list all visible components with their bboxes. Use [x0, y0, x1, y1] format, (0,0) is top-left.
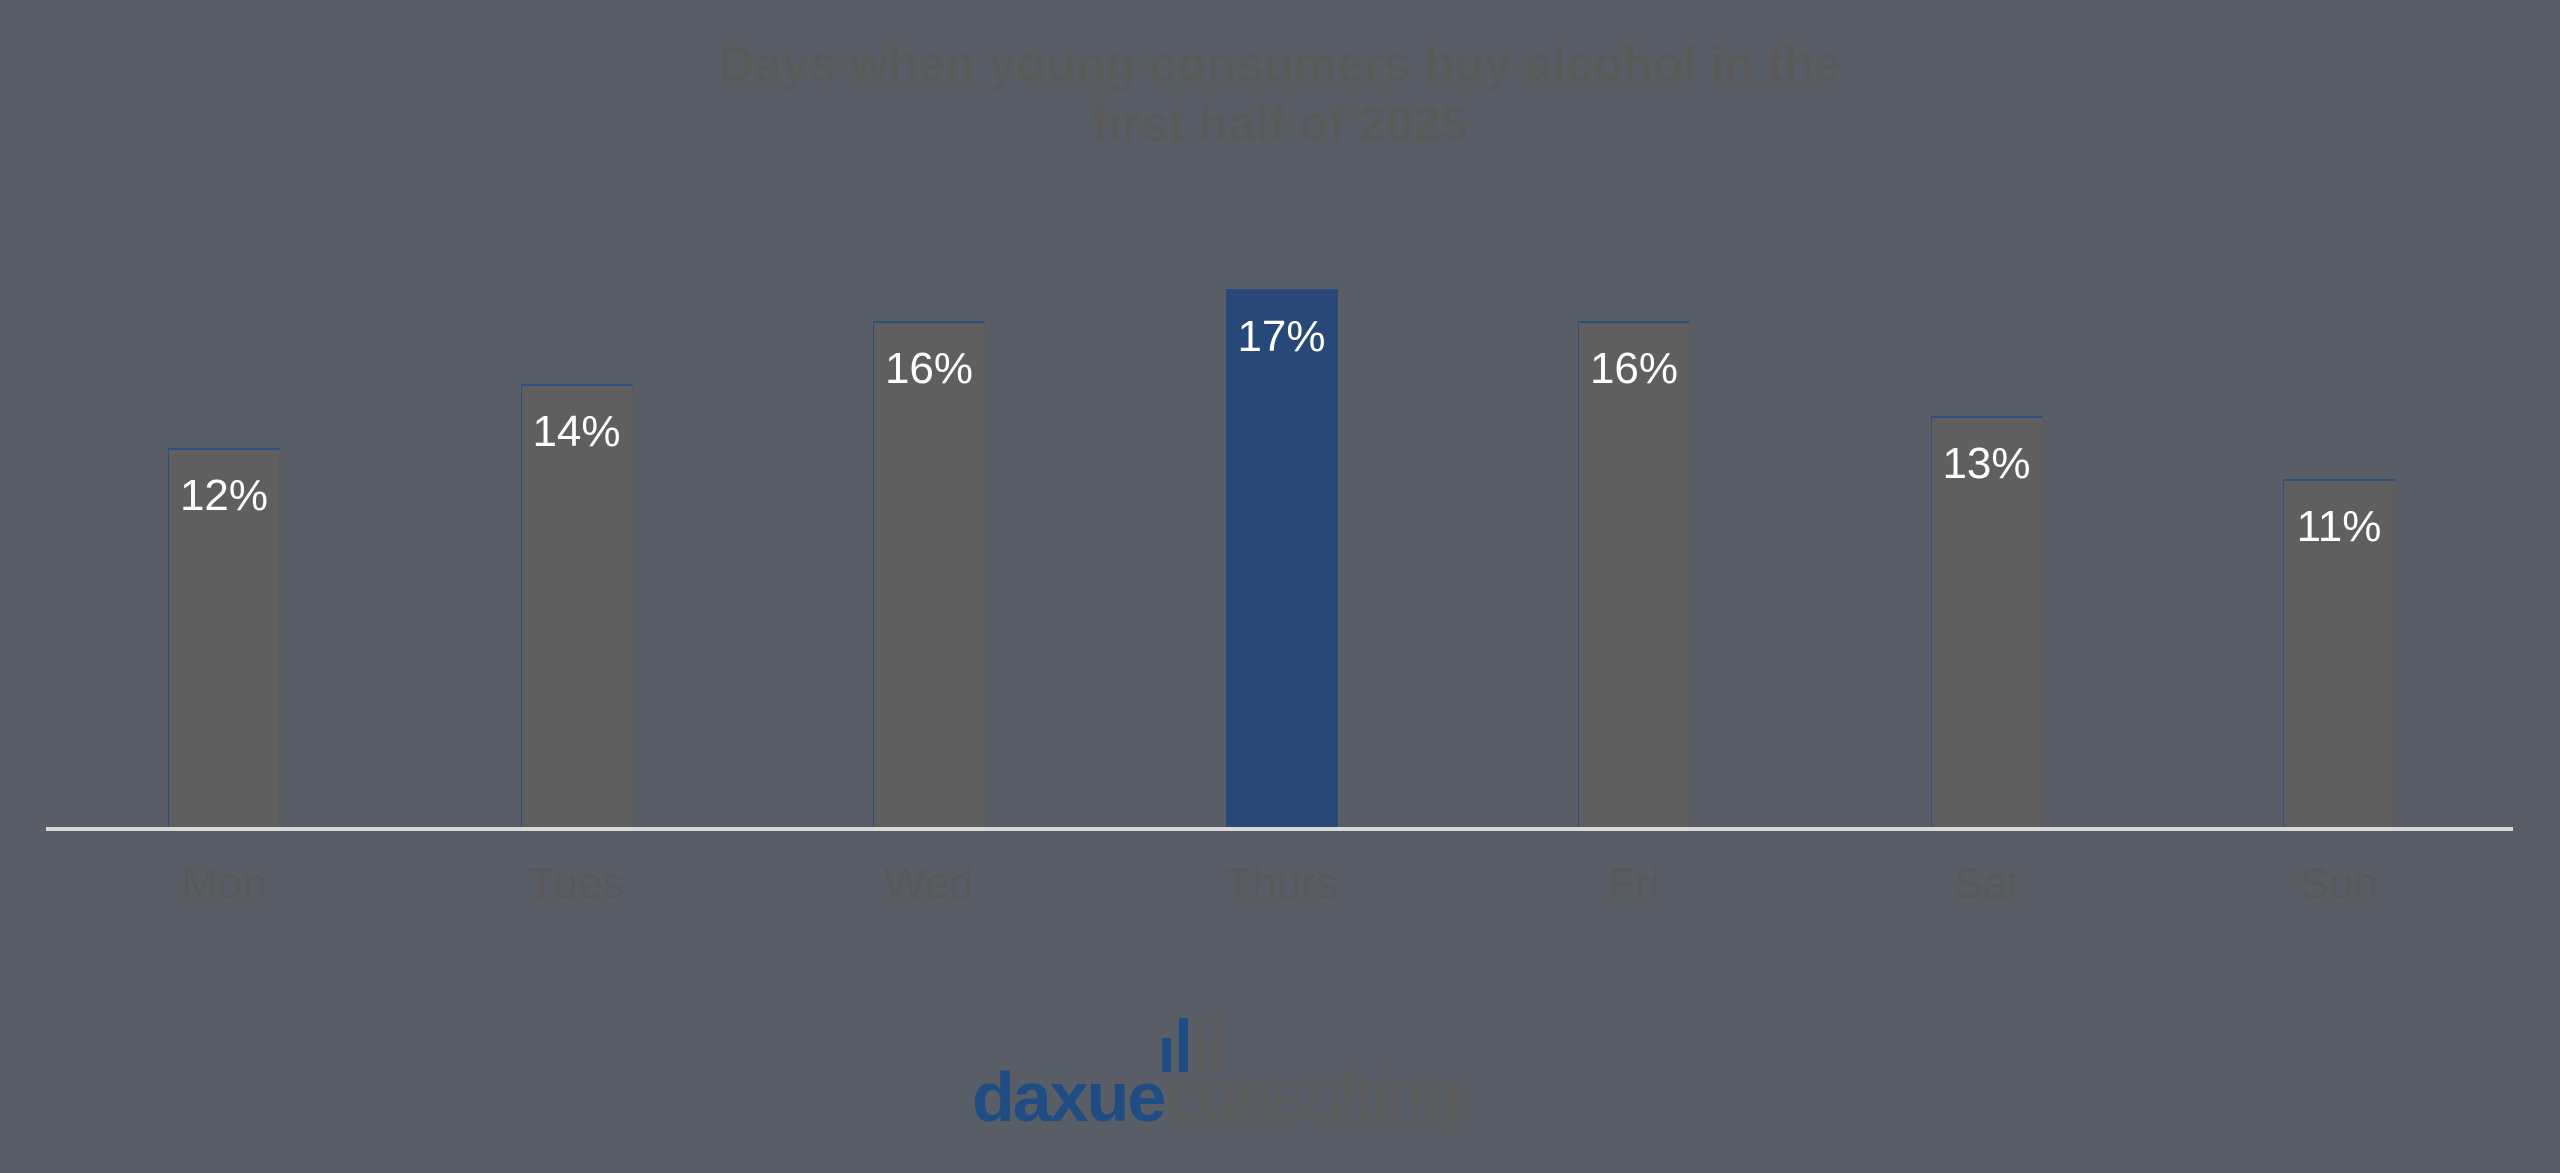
- bar-value-label: 12%: [179, 470, 269, 520]
- logo-wordmark: daxueconsulting: [972, 1058, 1462, 1136]
- bar-sat: 13%: [1930, 415, 2043, 828]
- bar-value-label: 16%: [1589, 343, 1679, 393]
- bar-fri: 16%: [1578, 320, 1690, 828]
- bar-sun: 11%: [2283, 479, 2395, 828]
- bar-value-label: 13%: [1942, 438, 2031, 488]
- bar-thurs: 17%: [1225, 289, 1338, 828]
- logo-text-consulting: consulting: [1164, 1058, 1461, 1136]
- bar-mon: 12%: [168, 447, 280, 828]
- x-axis-label-wed: Wed: [884, 859, 974, 908]
- chart-title: Days when young consumers buy alcohol in…: [26, 34, 2535, 154]
- daxue-consulting-logo: daxueconsulting: [972, 1012, 1532, 1136]
- bar-tues: 14%: [520, 384, 633, 828]
- x-axis-label-sun: Sun: [2299, 859, 2379, 908]
- bar-value-label: 17%: [1237, 312, 1326, 362]
- x-axis-line: [46, 827, 2513, 831]
- bar-value-label: 16%: [884, 343, 974, 393]
- x-axis-label-thurs: Thurs: [1225, 859, 1338, 908]
- x-axis-label-tues: Tues: [528, 859, 625, 908]
- chart-title-line-2: first half of 2025: [1092, 96, 1468, 152]
- bar-chart-icon: [1162, 1012, 1222, 1072]
- bar-wed: 16%: [873, 320, 985, 828]
- chart-title-line-1: Days when young consumers buy alcohol in…: [719, 36, 1841, 92]
- x-axis-label-mon: Mon: [181, 859, 267, 908]
- bar-value-label: 14%: [532, 407, 621, 457]
- bar-value-label: 11%: [2296, 502, 2382, 552]
- x-axis-label-fri: Fri: [1608, 859, 1660, 908]
- logo-text-daxue: daxue: [972, 1058, 1166, 1136]
- x-axis-label-sat: Sat: [1953, 859, 2020, 908]
